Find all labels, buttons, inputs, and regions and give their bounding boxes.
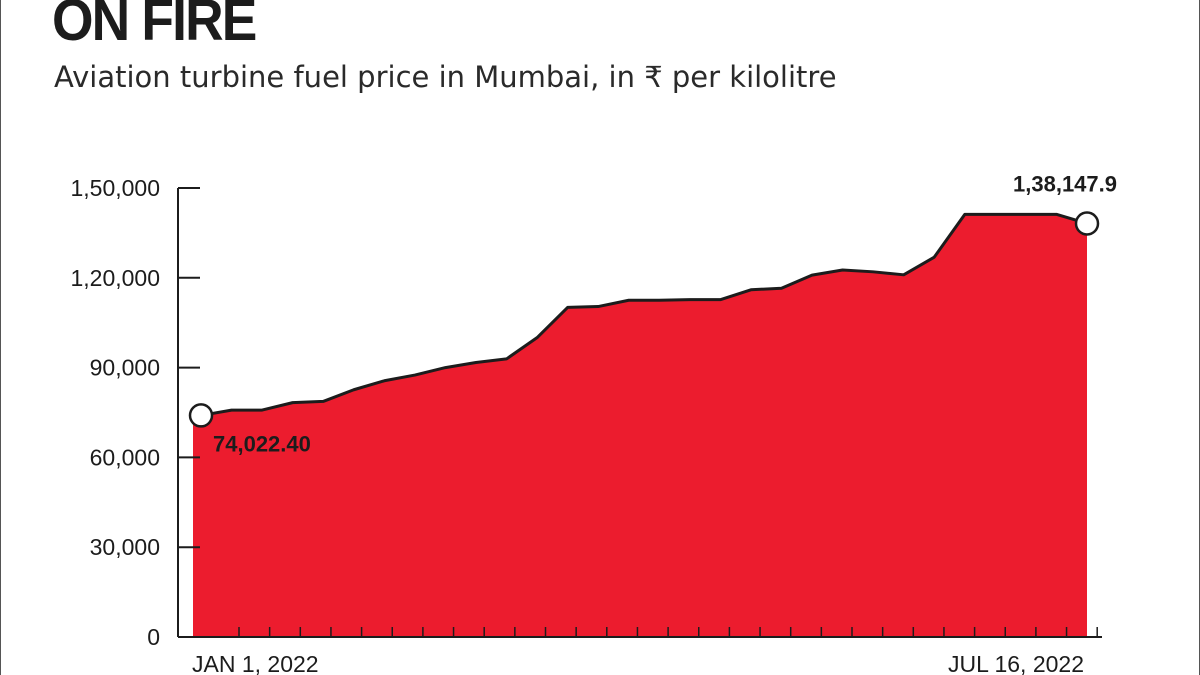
y-tick-label: 0: [147, 624, 160, 650]
left-border: [0, 0, 1, 675]
x-label-end: JUL 16, 2022: [948, 651, 1084, 675]
end-marker: [1074, 211, 1100, 236]
y-tick-label: 30,000: [90, 534, 160, 560]
end-value-label: 1,38,147.9: [1013, 171, 1117, 196]
area-fill: [193, 214, 1087, 637]
start-value-label: 74,022.40: [213, 431, 311, 456]
x-label-start: JAN 1, 2022: [192, 651, 319, 675]
y-tick-label: 1,20,000: [70, 265, 160, 291]
chart-subtitle: Aviation turbine fuel price in Mumbai, i…: [54, 60, 837, 94]
start-marker: [188, 403, 214, 428]
y-tick-label: 60,000: [90, 444, 160, 470]
series-line: [200, 212, 1088, 417]
y-tick-label: 1,50,000: [70, 175, 160, 201]
y-tick-label: 90,000: [90, 355, 160, 381]
chart-title: ON FIRE: [52, 0, 257, 53]
